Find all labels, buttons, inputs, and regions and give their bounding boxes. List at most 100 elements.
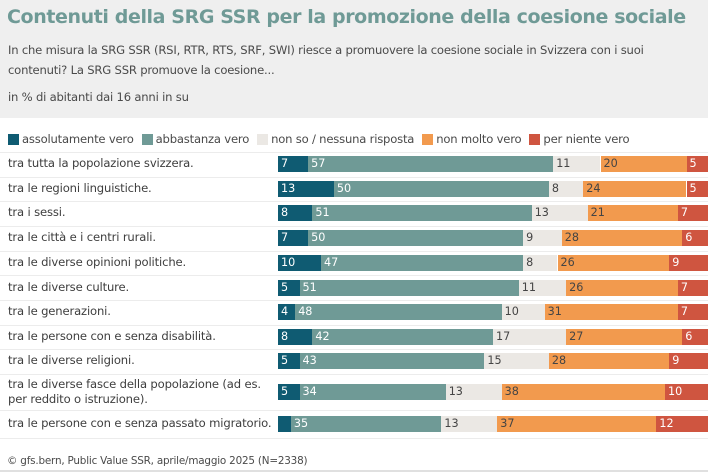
category-label: tra tutta la popolazione svizzera. [8, 156, 194, 170]
bar-segment: 9 [669, 353, 708, 369]
bar-segment: 26 [566, 280, 678, 296]
chart-legend: assolutamente vero abbastanza vero non so … [8, 132, 637, 146]
bar-segment: 15 [484, 353, 549, 369]
data-label: 6 [685, 330, 693, 343]
bar-segment: 13 [531, 205, 588, 221]
bar-segment: 13 [278, 181, 334, 197]
bar-segment: 7 [278, 230, 309, 246]
bar-segment: 8 [523, 255, 558, 271]
data-label: 35 [293, 417, 309, 430]
row-divider [0, 275, 708, 276]
bar-segment: 5 [686, 181, 708, 197]
legend-item: abbastanza vero [141, 132, 250, 146]
data-label: 21 [590, 206, 605, 219]
legend-item: non molto vero [422, 132, 522, 146]
data-label: 7 [680, 305, 689, 318]
row-divider [0, 177, 708, 178]
legend-swatch [422, 133, 434, 145]
data-label: 51 [315, 206, 330, 219]
legend-label: assolutamente vero [22, 132, 134, 146]
data-label: 42 [315, 330, 330, 343]
data-label: 5 [689, 157, 697, 170]
data-label: 51 [302, 281, 317, 294]
category-label: tra le diverse fasce della popolazione (… [8, 377, 261, 406]
data-label: 8 [281, 330, 289, 343]
data-label: 43 [302, 354, 317, 367]
bar-segment: 37 [497, 416, 657, 432]
bar-segment: 9 [523, 230, 562, 246]
legend-swatch [8, 133, 19, 145]
bar-segment: 51 [299, 280, 519, 296]
data-label: 7 [680, 281, 689, 294]
data-label: 20 [603, 157, 618, 170]
data-label: 47 [324, 256, 339, 269]
bottom-divider [0, 470, 708, 472]
bar-segment: 11 [518, 280, 567, 296]
data-label: 13 [534, 206, 549, 219]
row-divider [0, 152, 708, 153]
bar-segment: 24 [583, 181, 687, 197]
bar-segment: 27 [566, 329, 683, 345]
row-divider [0, 325, 708, 326]
row-divider [0, 251, 708, 252]
bar-segment: 34 [299, 384, 446, 400]
bar-segment: 10 [501, 304, 545, 320]
bar-segment: 42 [312, 329, 493, 345]
category-label: tra le diverse religioni. [8, 353, 135, 367]
legend-item: non so / nessuna risposta [257, 132, 414, 146]
data-label: 6 [685, 231, 693, 244]
legend-label: non molto vero [436, 132, 522, 146]
bar-segment: 17 [493, 329, 567, 345]
bar-segment: 28 [561, 230, 683, 246]
bar-segment: 9 [669, 255, 708, 271]
data-label: 26 [569, 281, 584, 294]
data-label: 13 [448, 385, 463, 398]
data-label: 8 [526, 256, 534, 269]
bar-segment: 7 [677, 280, 708, 296]
category-label: tra le generazioni. [8, 304, 111, 318]
category-label: tra le città e i centri rurali. [8, 230, 156, 244]
data-label: 28 [551, 354, 567, 367]
data-label: 11 [556, 157, 571, 170]
category-label: tra le persone con e senza passato migra… [8, 416, 272, 430]
bar-segment [278, 416, 291, 432]
category-label: tra le regioni linguistiche. [8, 181, 152, 195]
bar-segment: 26 [557, 255, 670, 271]
data-label: 5 [281, 354, 289, 367]
bar-segment: 13 [445, 384, 502, 400]
legend-swatch [257, 133, 269, 145]
data-label: 57 [311, 157, 326, 170]
bar-segment: 13 [441, 416, 498, 432]
data-label: 13 [444, 417, 459, 430]
data-label: 11 [521, 281, 537, 294]
chart-unit: in % di abitanti dai 16 anni in su [8, 90, 189, 104]
bar-segment: 6 [682, 230, 708, 246]
data-label: 37 [500, 417, 515, 430]
row-divider [0, 300, 708, 301]
category-label: tra le diverse culture. [8, 280, 130, 294]
data-label: 9 [672, 256, 680, 269]
row-divider [0, 410, 708, 411]
data-label: 9 [526, 231, 534, 244]
bar-segment: 6 [682, 329, 708, 345]
bar-segment: 47 [321, 255, 524, 271]
data-label: 8 [551, 182, 560, 195]
bar-segment: 28 [548, 353, 670, 369]
bar-segment: 4 [278, 304, 296, 320]
bar-segment: 12 [656, 416, 708, 432]
bar-segment: 38 [501, 384, 665, 400]
bar-segment: 21 [587, 205, 678, 221]
row-divider [0, 438, 708, 439]
bar-segment: 5 [278, 353, 300, 369]
legend-label: abbastanza vero [155, 132, 250, 146]
bar-segment: 57 [308, 156, 554, 172]
data-label: 13 [281, 182, 296, 195]
legend-label: non so / nessuna risposta [271, 132, 415, 146]
data-label: 7 [281, 157, 289, 170]
data-label: 50 [311, 231, 326, 244]
data-label: 7 [281, 231, 289, 244]
bar-segment: 10 [278, 255, 321, 271]
legend-label: per niente vero [543, 132, 630, 146]
bar-segment: 50 [308, 230, 524, 246]
data-label: 27 [569, 330, 584, 343]
